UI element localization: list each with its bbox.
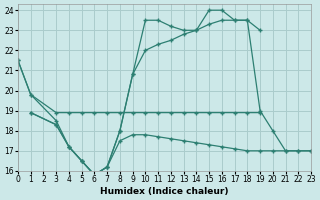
X-axis label: Humidex (Indice chaleur): Humidex (Indice chaleur) — [100, 187, 229, 196]
